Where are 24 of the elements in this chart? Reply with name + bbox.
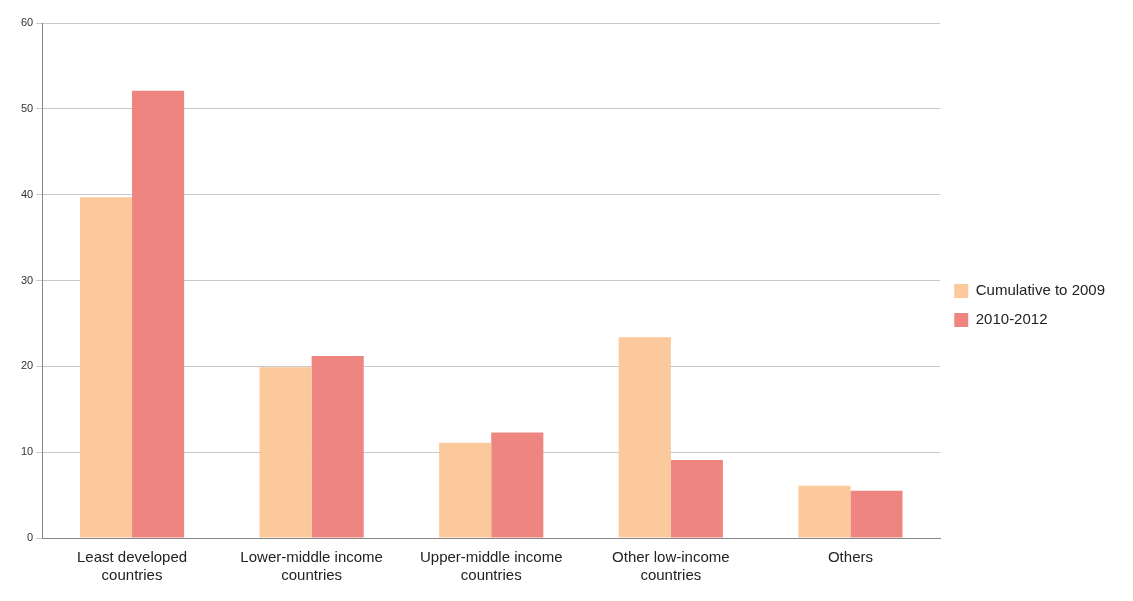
- bar: [79, 197, 133, 538]
- legend-label: Cumulative to 2009: [975, 281, 1106, 299]
- bar: [259, 367, 312, 538]
- bar: [618, 337, 671, 538]
- y-tick-label: 40: [20, 187, 34, 200]
- legend-label: 2010-2012: [975, 310, 1048, 328]
- bar: [311, 356, 364, 538]
- x-tick-label: Upper-middle income countries: [419, 548, 563, 584]
- y-tick-label: 10: [20, 445, 34, 458]
- y-tick-label: 20: [20, 359, 34, 372]
- x-tick-label: Lower-middle income countries: [240, 548, 383, 584]
- bar: [798, 485, 851, 538]
- x-tick-label: Others: [827, 548, 873, 566]
- y-tick-label: 60: [20, 16, 34, 29]
- bar: [670, 459, 723, 538]
- y-tick-label: 30: [20, 273, 34, 286]
- y-tick-label: 0: [27, 531, 34, 544]
- bar: [850, 490, 903, 538]
- bar: [439, 442, 492, 538]
- x-tick-label: Other low-income countries: [612, 548, 730, 584]
- x-tick-label: Least developed countries: [76, 548, 188, 584]
- bar: [491, 432, 544, 538]
- bar: [132, 90, 185, 538]
- y-tick-label: 50: [20, 101, 34, 114]
